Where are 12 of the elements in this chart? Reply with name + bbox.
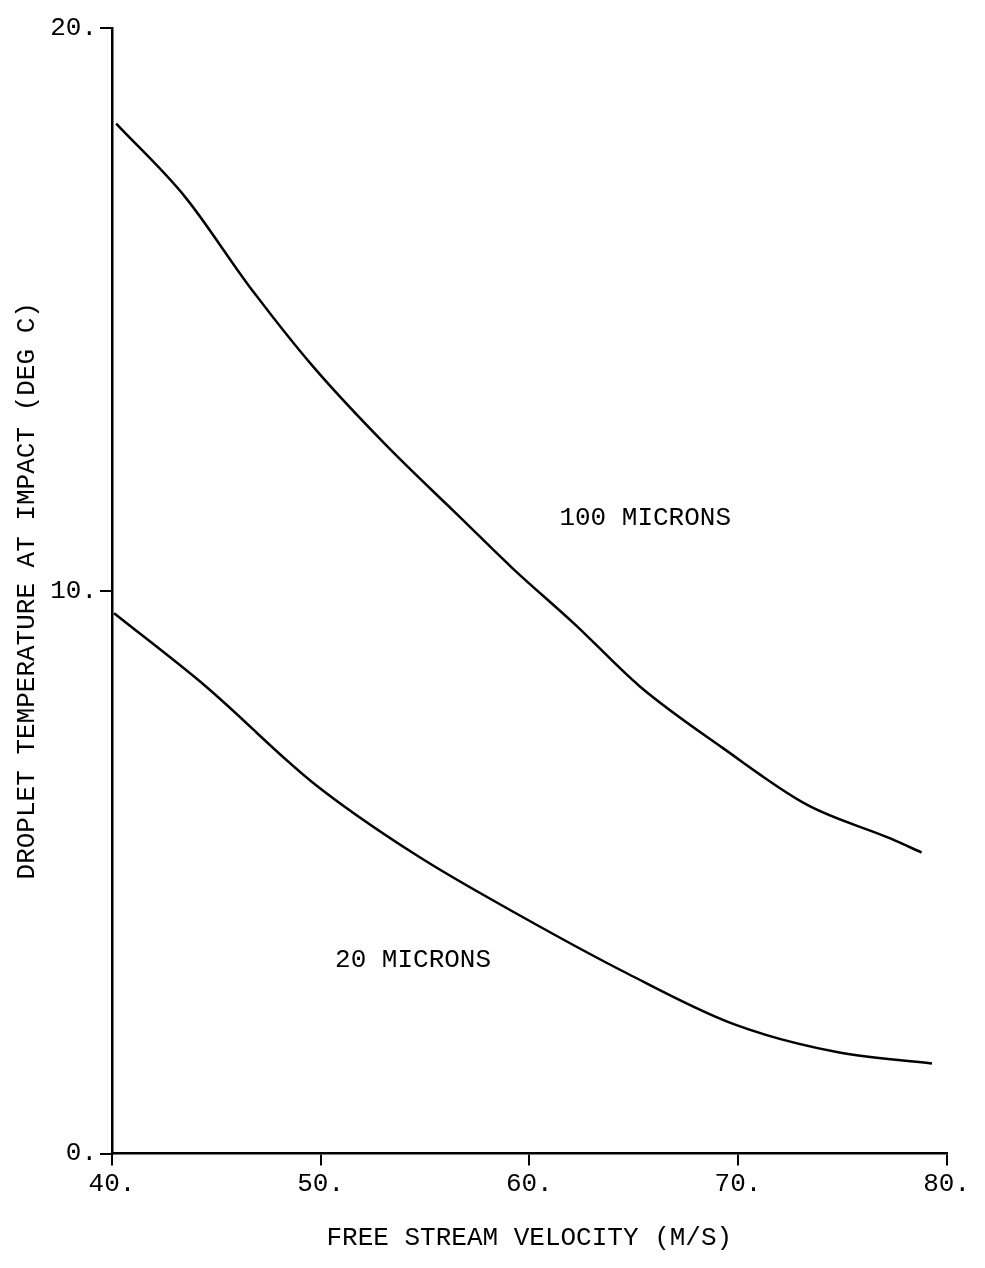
y-tick-label: 0. (65, 1138, 98, 1169)
text: 100 MICRONS (559, 502, 732, 533)
x-axis-title: FREE STREAM VELOCITY (M/S) (326, 1223, 733, 1254)
y-tick-label: 20. (50, 12, 98, 43)
y-axis-title: DROPLET TEMPERATURE AT IMPACT (DEG C) (12, 302, 43, 880)
x-tick-label: 70. (714, 1169, 762, 1200)
x-tick-label: 80. (923, 1169, 970, 1200)
series-label: 20 MICRONS (335, 945, 492, 976)
x-tick-label: 60. (505, 1169, 553, 1200)
y-tick-label: 10. (50, 575, 98, 606)
x-tick-label: 50. (297, 1169, 345, 1200)
x-tick-label: 40. (88, 1169, 136, 1200)
